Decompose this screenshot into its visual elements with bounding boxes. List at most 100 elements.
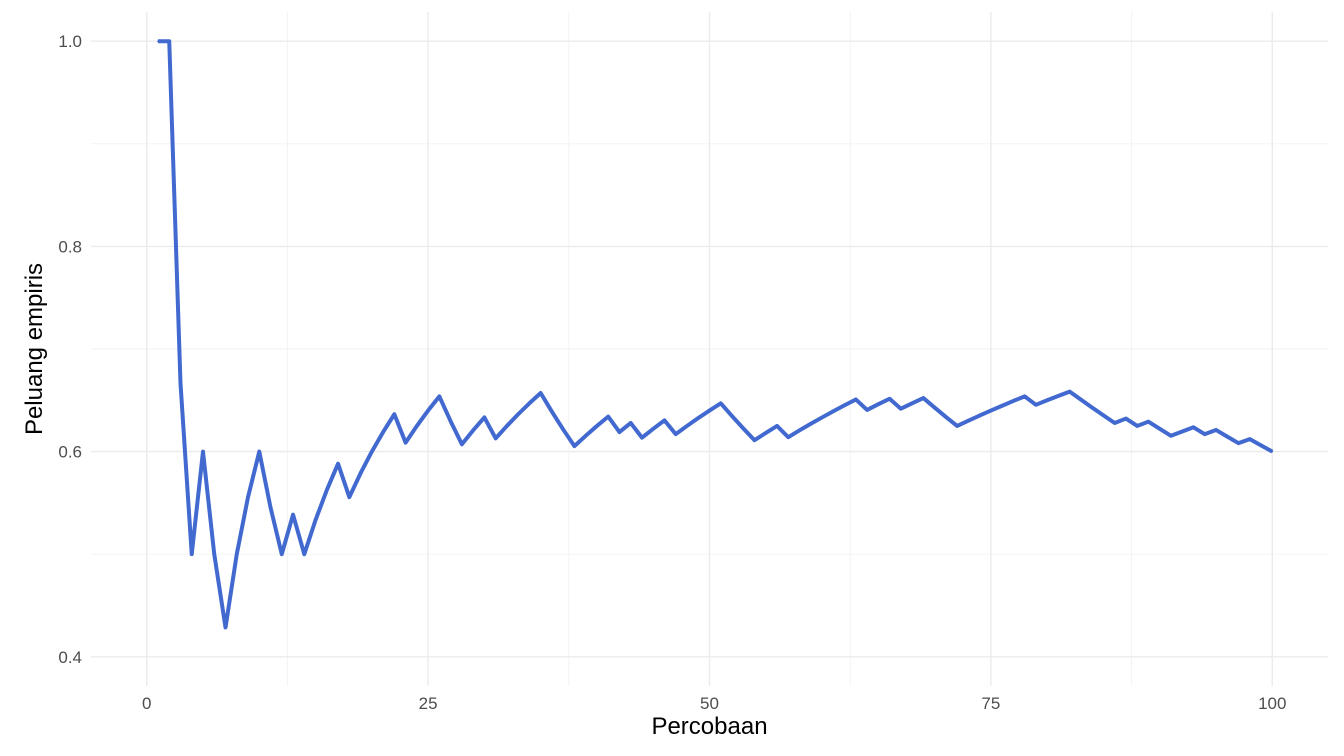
data-point <box>674 433 677 435</box>
data-point <box>798 429 801 432</box>
x-tick-label: 50 <box>700 694 719 713</box>
data-point <box>371 450 373 453</box>
data-point <box>900 407 902 410</box>
data-point <box>731 415 733 417</box>
data-point <box>821 416 823 419</box>
data-point <box>427 409 429 412</box>
data-point <box>1260 444 1262 447</box>
data-point <box>945 416 947 418</box>
data-point <box>911 402 913 405</box>
data-point <box>168 40 171 43</box>
data-point <box>517 413 519 416</box>
y-tick-label: 0.4 <box>58 648 82 667</box>
data-point <box>280 553 283 555</box>
data-point <box>888 397 891 400</box>
data-point <box>461 443 463 446</box>
data-point <box>382 431 384 433</box>
data-point <box>1136 425 1139 427</box>
y-axis-title: Peluang empiris <box>21 263 48 435</box>
data-point <box>855 398 857 401</box>
data-point <box>1113 422 1116 424</box>
data-point <box>990 409 992 412</box>
data-point <box>596 425 598 427</box>
data-point <box>303 553 306 555</box>
data-point <box>832 410 835 413</box>
data-point <box>776 425 778 427</box>
data-point <box>213 553 216 555</box>
data-point <box>494 437 497 440</box>
data-point <box>562 428 564 431</box>
data-point <box>449 420 452 423</box>
x-axis-title: Percobaan <box>651 713 767 740</box>
data-point <box>528 402 531 405</box>
data-point <box>641 436 643 439</box>
data-point <box>1125 417 1127 420</box>
data-point <box>584 434 587 437</box>
data-point <box>438 395 441 398</box>
data-point <box>652 428 655 430</box>
data-point <box>708 409 711 412</box>
data-point <box>967 419 970 422</box>
data-point <box>1158 428 1161 430</box>
data-point <box>359 472 362 475</box>
data-point <box>190 553 193 555</box>
data-point <box>551 410 553 413</box>
data-point <box>764 432 767 434</box>
data-point <box>1181 430 1184 433</box>
data-point <box>1001 404 1003 407</box>
data-point <box>843 404 846 407</box>
data-point <box>1046 399 1048 402</box>
data-point <box>719 402 722 405</box>
data-point <box>506 425 508 427</box>
data-point <box>393 413 396 416</box>
data-point <box>247 496 249 498</box>
data-point <box>1248 438 1251 440</box>
data-point <box>224 626 227 629</box>
data-point <box>618 431 621 433</box>
data-point <box>404 441 407 444</box>
data-point <box>539 392 542 394</box>
data-point <box>629 422 632 424</box>
data-point <box>978 414 981 417</box>
data-point <box>1147 420 1150 423</box>
data-point <box>1091 406 1093 409</box>
data-point <box>1080 398 1082 401</box>
data-point <box>1192 426 1195 429</box>
data-point <box>483 416 486 419</box>
data-point <box>326 489 328 491</box>
data-point <box>202 450 204 453</box>
data-point <box>1237 442 1240 444</box>
data-point <box>877 403 880 405</box>
series-line <box>157 39 1274 630</box>
data-point <box>810 422 812 425</box>
data-point <box>1170 434 1172 437</box>
data-point <box>314 519 317 521</box>
data-point <box>269 506 272 509</box>
data-point <box>922 397 925 399</box>
data-point <box>1035 404 1037 406</box>
data-point <box>348 496 351 498</box>
data-point <box>663 419 666 422</box>
y-tick-label: 0.6 <box>58 443 82 462</box>
data-point <box>1102 414 1105 417</box>
data-point <box>472 429 474 432</box>
x-tick-label: 0 <box>142 694 151 713</box>
data-point <box>1057 395 1060 397</box>
data-point <box>933 406 936 409</box>
series-layer <box>157 39 1274 630</box>
data-point <box>1023 395 1026 398</box>
data-point <box>337 462 339 465</box>
data-point <box>686 425 688 427</box>
tick-labels: 0 25 50 75 100 0.4 0.6 0.8 1.0 <box>58 32 1286 713</box>
data-point <box>1215 429 1217 431</box>
data-point <box>866 409 868 411</box>
data-point <box>1271 450 1274 453</box>
data-point <box>956 425 958 427</box>
data-point <box>607 415 609 418</box>
data-point <box>179 382 182 384</box>
data-point <box>697 417 700 419</box>
data-point <box>416 425 418 427</box>
data-point <box>258 450 261 453</box>
